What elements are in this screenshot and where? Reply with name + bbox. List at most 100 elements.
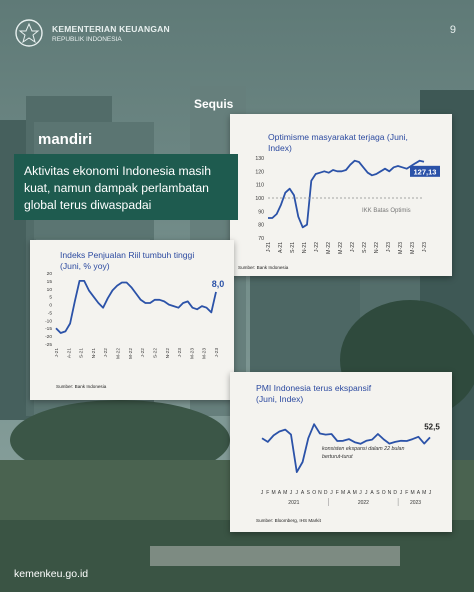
chart-source-2: Sumber: Bank Indonesia bbox=[56, 384, 107, 389]
org-subtitle: REPUBLIK INDONESIA bbox=[52, 35, 122, 43]
x-month-label: A bbox=[347, 490, 351, 496]
annotation-text: berturut-turut bbox=[322, 454, 353, 460]
x-month-label: M bbox=[272, 490, 276, 496]
x-month-label: O bbox=[382, 490, 386, 496]
x-tick-label: N-21 bbox=[302, 242, 308, 253]
footer-url: kemenkeu.go.id bbox=[14, 568, 89, 580]
x-month-label: A bbox=[278, 490, 282, 496]
series-line bbox=[268, 159, 425, 229]
chart-title-2-line1: Indeks Penjualan Riil tumbuh tinggi bbox=[60, 250, 195, 260]
x-tick-label: N-22 bbox=[165, 348, 171, 359]
x-month-label: D bbox=[324, 490, 328, 496]
x-month-label: A bbox=[417, 490, 421, 496]
page-number: 9 bbox=[449, 24, 456, 36]
y-tick-label: -20 bbox=[45, 334, 52, 340]
x-tick-label: J-23 bbox=[177, 348, 183, 358]
x-tick-label: M-23 bbox=[398, 242, 404, 254]
x-month-label: J bbox=[429, 490, 432, 496]
chart-title-1: Optimisme masyarakat terjaga (Juni, Inde… bbox=[268, 132, 408, 154]
org-name: KEMENTERIAN KEUANGAN bbox=[52, 23, 170, 34]
x-year-label: 2021 bbox=[288, 500, 299, 506]
chart-title-2-line2: (Juni, % yoy) bbox=[60, 261, 110, 271]
x-month-label: M bbox=[341, 490, 345, 496]
chart-title-1-line2: Index) bbox=[268, 143, 292, 153]
x-tick-label: M-22 bbox=[326, 242, 332, 254]
x-month-label: J bbox=[365, 490, 368, 496]
x-tick-label: A-21 bbox=[278, 242, 284, 253]
series-line bbox=[55, 280, 217, 334]
x-month-label: M bbox=[411, 490, 415, 496]
threshold-label: IKK Batas Optimis bbox=[362, 208, 411, 214]
y-tick-label: -25 bbox=[45, 342, 52, 348]
x-tick-label: J-23 bbox=[422, 242, 428, 252]
x-month-label: S bbox=[307, 490, 311, 496]
callout-value: 52,5 bbox=[424, 422, 440, 431]
x-tick-label: S-21 bbox=[79, 348, 85, 358]
x-month-label: N bbox=[388, 490, 392, 496]
x-month-label: D bbox=[393, 490, 397, 496]
y-tick-label: 110 bbox=[256, 183, 264, 189]
x-month-label: J bbox=[330, 490, 333, 496]
building-sign-sequis: Sequis bbox=[194, 97, 234, 111]
chart-source-1: Sumber: Bank Indonesia bbox=[238, 265, 289, 270]
callout-value: 127,13 bbox=[414, 167, 437, 176]
x-tick-label: M-22 bbox=[116, 348, 122, 359]
x-month-label: J bbox=[261, 490, 264, 496]
chart-retail-sales: 20 15 10 5 0-5 -10 -15 -20 -25J-21 A-21 S-21 N-21 J-… bbox=[45, 271, 225, 359]
chart-source-3: Sumber: Bloomberg, IHS Markit bbox=[256, 518, 321, 523]
y-tick-label: 5 bbox=[49, 295, 52, 301]
headline: Aktivitas ekonomi Indonesia masih kuat, … bbox=[24, 164, 211, 212]
x-month-label: A bbox=[301, 490, 305, 496]
x-tick-label: M-23 bbox=[189, 348, 195, 359]
x-tick-label: M-22 bbox=[338, 242, 344, 254]
x-month-label: J bbox=[400, 490, 403, 496]
y-tick-label: 20 bbox=[47, 271, 53, 277]
x-year-label: 2022 bbox=[358, 500, 369, 506]
y-tick-label: 100 bbox=[255, 196, 264, 202]
x-tick-label: N-21 bbox=[91, 348, 97, 359]
x-tick-label: S-22 bbox=[362, 242, 368, 253]
x-month-label: F bbox=[266, 490, 269, 496]
x-tick-label: N-22 bbox=[374, 242, 380, 253]
x-month-label: A bbox=[370, 490, 374, 496]
x-month-label: F bbox=[336, 490, 339, 496]
y-tick-label: 0 bbox=[49, 303, 52, 309]
x-tick-label: M-22 bbox=[128, 348, 134, 359]
annotation-text: konsisten ekspansi dalam 22 bulan bbox=[322, 446, 405, 452]
y-tick-label: 130 bbox=[255, 156, 264, 162]
x-tick-label: A-21 bbox=[66, 348, 72, 358]
headline-box: Aktivitas ekonomi Indonesia masih kuat, … bbox=[14, 154, 238, 220]
callout-badge bbox=[410, 165, 440, 177]
x-tick-label: J-22 bbox=[140, 348, 146, 358]
x-month-label: J bbox=[359, 490, 362, 496]
chart-title-1-line1: Optimisme masyarakat terjaga (Juni, bbox=[268, 132, 408, 142]
y-tick-label: -10 bbox=[45, 318, 52, 324]
chart-title-2: Indeks Penjualan Riil tumbuh tinggi (Jun… bbox=[60, 250, 194, 272]
ministry-logo-icon bbox=[15, 19, 43, 47]
callout-value: 8,0 bbox=[212, 279, 225, 289]
chart-title-3: PMI Indonesia terus ekspansif (Juni, Ind… bbox=[256, 383, 371, 405]
x-month-label: S bbox=[376, 490, 380, 496]
x-month-label: F bbox=[405, 490, 408, 496]
x-tick-label: S-21 bbox=[290, 242, 296, 253]
ministry-header: KEMENTERIAN KEUANGAN REPUBLIK INDONESIA bbox=[14, 18, 170, 48]
x-year-label: 2023 bbox=[410, 500, 421, 506]
chart-consumer-confidence: 130 120 110 100 90 80 70J-21 A-21 S-21 N-21 J-22 M-… bbox=[255, 156, 440, 254]
card-consumer-confidence: Optimisme masyarakat terjaga (Juni, Inde… bbox=[230, 114, 452, 276]
y-tick-label: -5 bbox=[48, 310, 53, 316]
x-tick-label: J-23 bbox=[214, 348, 220, 358]
series-line bbox=[261, 423, 431, 473]
y-tick-label: 90 bbox=[258, 209, 264, 215]
x-month-label: J bbox=[290, 490, 293, 496]
x-tick-label: M-23 bbox=[410, 242, 416, 254]
card-retail-sales: Indeks Penjualan Riil tumbuh tinggi (Jun… bbox=[30, 240, 234, 400]
x-tick-label: J-21 bbox=[54, 348, 60, 358]
building-sign-mandiri: mandiri bbox=[38, 131, 92, 148]
y-tick-label: 120 bbox=[255, 169, 264, 175]
x-tick-label: J-22 bbox=[103, 348, 109, 358]
y-tick-label: 70 bbox=[258, 236, 264, 242]
y-tick-label: 15 bbox=[47, 279, 53, 285]
x-tick-label: M-23 bbox=[202, 348, 208, 359]
x-month-label: M bbox=[422, 490, 426, 496]
x-tick-label: J-21 bbox=[266, 242, 272, 252]
